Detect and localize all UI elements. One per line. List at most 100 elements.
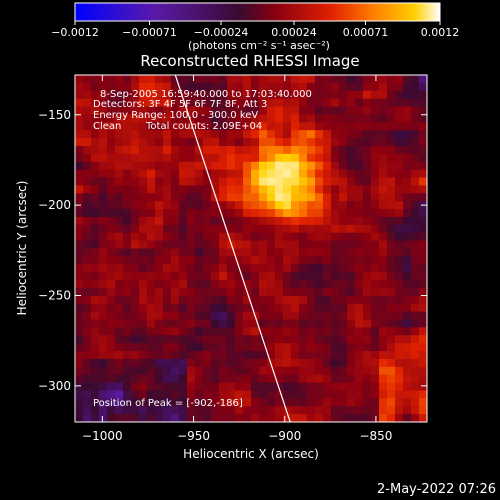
heatmap-cell <box>331 130 340 139</box>
heatmap-cell <box>75 122 84 131</box>
heatmap-cell <box>139 240 148 250</box>
heatmap-cell <box>139 185 148 194</box>
heatmap-cell <box>139 287 148 297</box>
heatmap-cell <box>291 145 300 155</box>
heatmap-cell <box>235 390 244 399</box>
heatmap-cell <box>347 240 356 250</box>
heatmap-cell <box>147 114 156 123</box>
y-tick-label: −250 <box>38 288 71 302</box>
heatmap-cell <box>251 122 260 131</box>
heatmap-cell <box>331 122 340 131</box>
heatmap-cell <box>211 358 220 368</box>
heatmap-cell <box>259 209 268 218</box>
heatmap-cell <box>107 327 116 336</box>
heatmap-cell <box>267 374 276 384</box>
heatmap-cell <box>171 98 180 108</box>
heatmap-cell <box>195 232 204 242</box>
heatmap-cell <box>211 114 220 123</box>
heatmap-cell <box>83 358 92 368</box>
heatmap-cell <box>315 319 324 328</box>
heatmap-cell <box>419 264 427 273</box>
heatmap-cell <box>275 256 284 265</box>
heatmap-cell <box>179 90 188 100</box>
heatmap-cell <box>179 406 188 415</box>
heatmap-cell <box>99 122 108 131</box>
heatmap-cell <box>243 106 252 116</box>
heatmap-cell <box>219 287 228 297</box>
heatmap-cell <box>91 82 100 92</box>
heatmap-cell <box>419 224 427 234</box>
heatmap-cell <box>107 240 116 250</box>
colorbar-unit-label: (photons cm⁻² s⁻¹ asec⁻²) <box>188 39 330 52</box>
heatmap-cell <box>211 169 220 179</box>
heatmap-cell <box>411 201 420 210</box>
heatmap-cell <box>339 106 348 116</box>
heatmap-cell <box>195 98 204 108</box>
heatmap-cell <box>403 138 412 147</box>
heatmap-cell <box>91 232 100 242</box>
heatmap-cell <box>203 390 212 399</box>
heatmap-cell <box>283 98 292 108</box>
heatmap-cell <box>195 138 204 147</box>
heatmap-cell <box>211 161 220 171</box>
heatmap-cell <box>283 201 292 210</box>
heatmap-cell <box>355 335 364 344</box>
heatmap-cell <box>331 382 340 392</box>
heatmap-cell <box>75 240 84 250</box>
heatmap-cell <box>179 75 188 84</box>
heatmap-cell <box>371 335 380 344</box>
heatmap-cell <box>323 390 332 399</box>
heatmap-cell <box>283 366 292 376</box>
heatmap-cell <box>107 193 116 202</box>
heatmap-cell <box>419 138 427 147</box>
heatmap-cell <box>419 343 427 352</box>
heatmap-cell <box>323 209 332 218</box>
heatmap-cell <box>75 161 84 171</box>
heatmap-cell <box>219 145 228 155</box>
heatmap-cell <box>203 382 212 392</box>
heatmap-cell <box>83 224 92 234</box>
heatmap-cell <box>195 122 204 131</box>
heatmap-cell <box>371 240 380 250</box>
heatmap-cell <box>371 398 380 407</box>
heatmap-cell <box>155 90 164 100</box>
heatmap-cell <box>83 390 92 399</box>
heatmap-cell <box>403 414 412 422</box>
heatmap-cell <box>331 303 340 313</box>
heatmap-cell <box>379 398 388 407</box>
heatmap-cell <box>243 351 252 360</box>
heatmap-cell <box>235 343 244 352</box>
heatmap-cell <box>243 138 252 147</box>
heatmap-cell <box>403 145 412 155</box>
heatmap-cell <box>211 414 220 422</box>
heatmap-cell <box>123 224 132 234</box>
heatmap-cell <box>307 256 316 265</box>
heatmap-cell <box>203 90 212 100</box>
heatmap-cell <box>107 414 116 422</box>
heatmap-cell <box>123 335 132 344</box>
heatmap-cell <box>251 295 260 305</box>
heatmap-cell <box>387 287 396 297</box>
heatmap-cell <box>203 358 212 368</box>
heatmap-cell <box>171 75 180 84</box>
heatmap-cell <box>131 145 140 155</box>
heatmap-cell <box>259 398 268 407</box>
heatmap-cell <box>171 169 180 179</box>
heatmap-cell <box>395 240 404 250</box>
heatmap-cell <box>219 114 228 123</box>
heatmap-cell <box>395 382 404 392</box>
heatmap-cell <box>179 240 188 250</box>
heatmap-cell <box>403 90 412 100</box>
heatmap-cell <box>227 75 236 84</box>
heatmap-cell <box>291 106 300 116</box>
heatmap-cell <box>339 398 348 407</box>
heatmap-cell <box>83 366 92 376</box>
heatmap-cell <box>107 185 116 194</box>
heatmap-cell <box>115 382 124 392</box>
heatmap-cell <box>275 398 284 407</box>
heatmap-cell <box>139 414 148 422</box>
heatmap-cell <box>179 122 188 131</box>
heatmap-cell <box>419 185 427 194</box>
heatmap-cell <box>211 295 220 305</box>
heatmap-cell <box>315 232 324 242</box>
